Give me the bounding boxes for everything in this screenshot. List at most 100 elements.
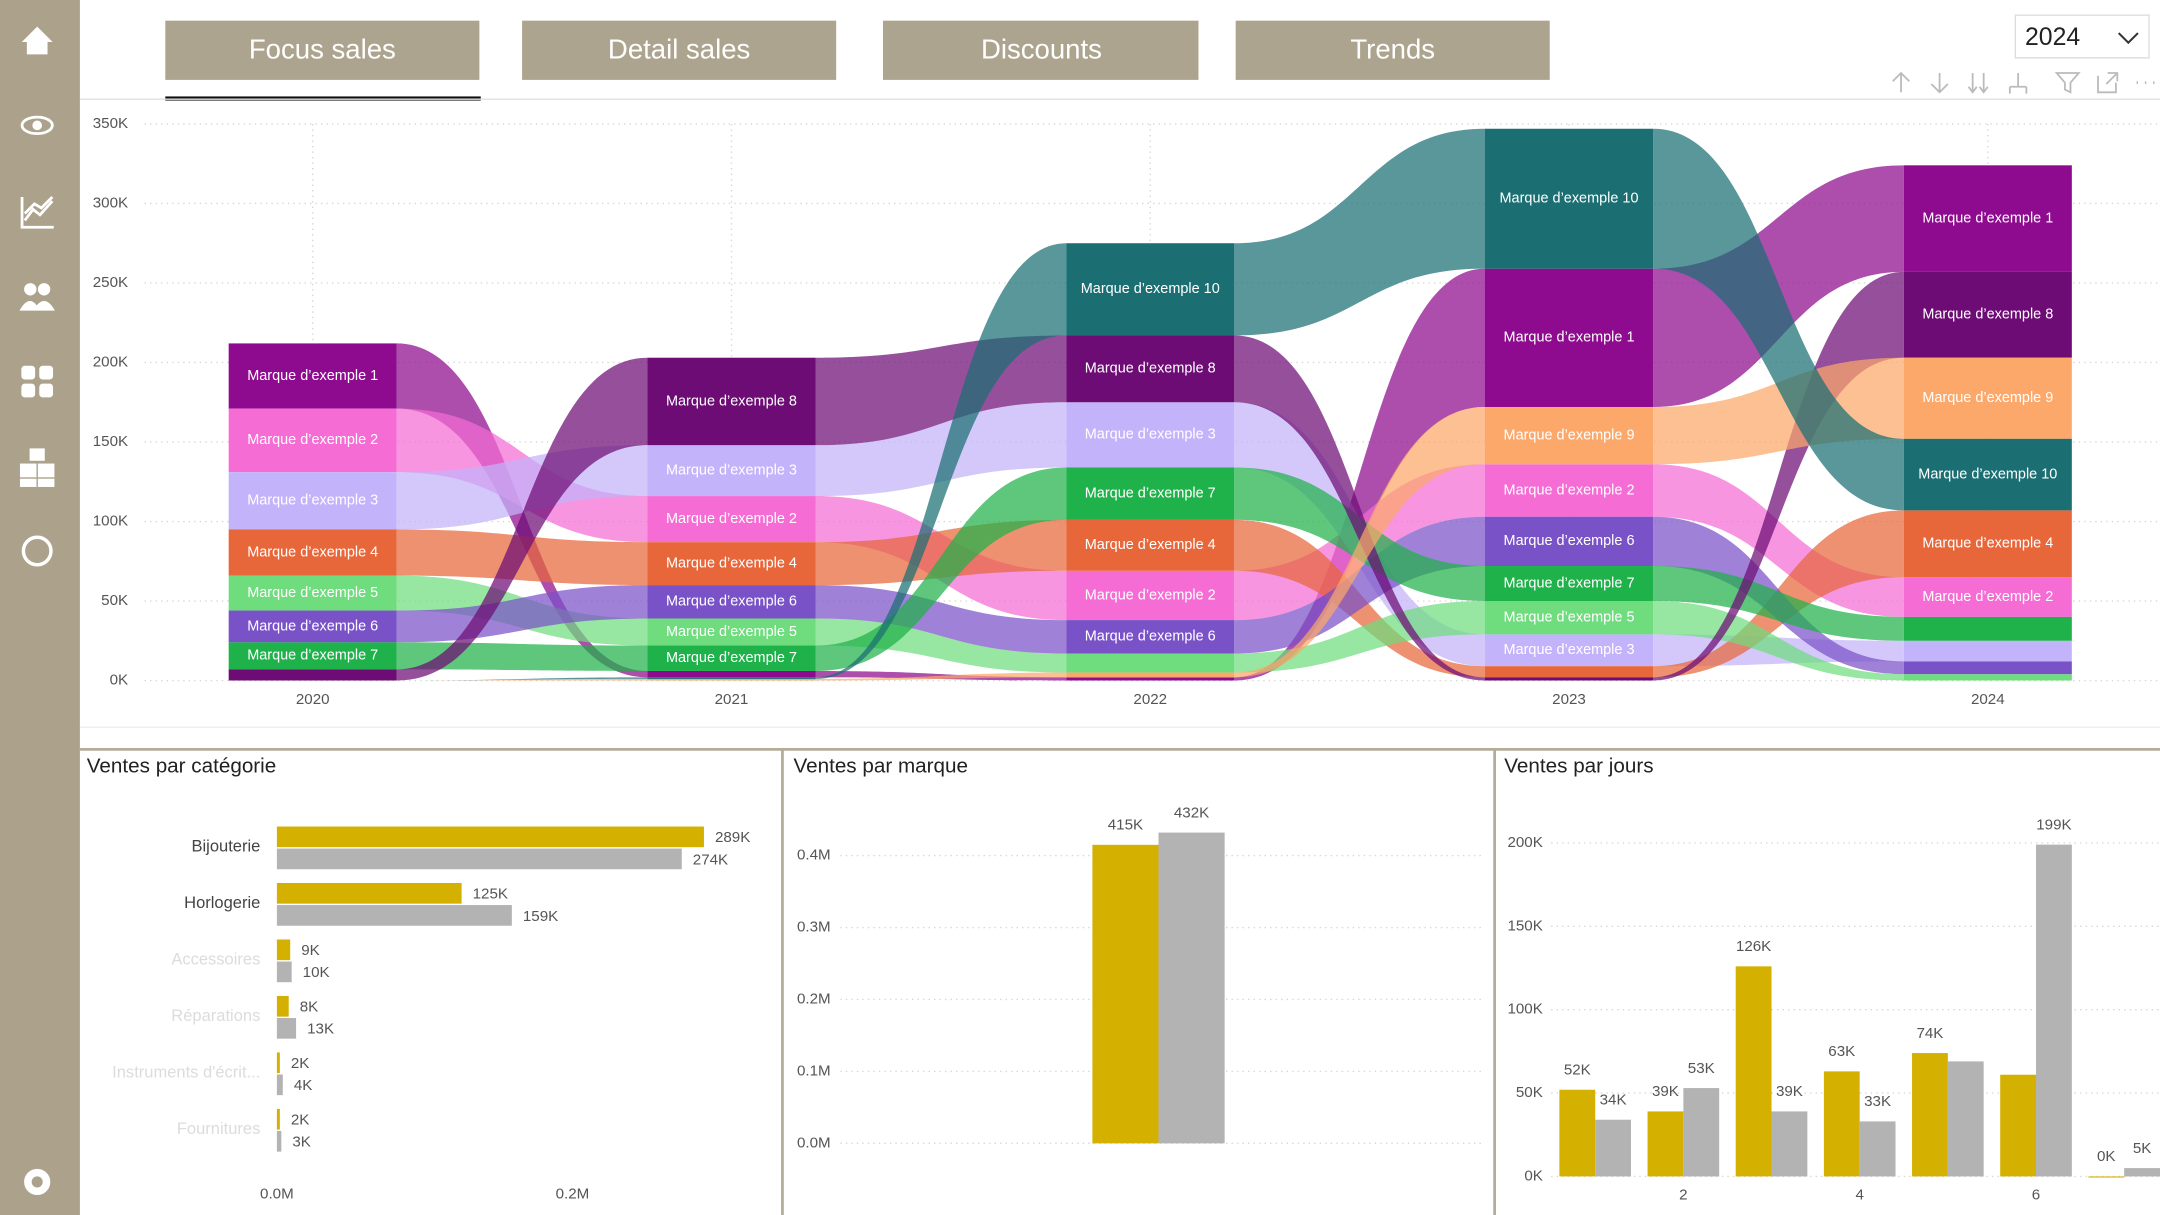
segment-label: Marque d’exemple 8 [1085, 361, 1216, 377]
tab-label[interactable]: Detail sales [608, 33, 750, 64]
bar [276, 883, 462, 904]
data-label: 10K [303, 964, 330, 981]
bar [2000, 1074, 2037, 1177]
segment-label: Marque d’exemple 2 [1504, 482, 1635, 498]
y-tick-label: 200K [93, 353, 128, 370]
ribbon-segment [1485, 128, 1654, 269]
settings-icon[interactable] [24, 1168, 51, 1196]
grid-icon[interactable] [21, 365, 54, 398]
ribbon [815, 672, 1067, 681]
people-icon[interactable] [19, 283, 55, 311]
ribbon-segment [1903, 510, 2072, 578]
data-label: 39K [1776, 1083, 1803, 1100]
segment-label: Marque d’exemple 3 [1085, 427, 1216, 443]
filter-icon[interactable] [2054, 72, 2081, 94]
ribbon-segment [228, 529, 397, 576]
ribbon-segment [647, 678, 816, 681]
y-tick-label: 50K [1516, 1084, 1543, 1101]
ribbon-segment [228, 669, 397, 681]
tab-label[interactable]: Discounts [981, 33, 1102, 64]
bar [1158, 832, 1225, 1144]
dropdown-box[interactable] [2014, 14, 2150, 59]
ribbon [815, 519, 1067, 586]
y-tick-label: 350K [93, 115, 128, 132]
ribbon [396, 677, 648, 681]
segment-label: Marque d’exemple 10 [1081, 281, 1220, 297]
segment-label: Marque d’exemple 8 [1922, 307, 2053, 323]
segment-label: Marque d’exemple 5 [666, 624, 797, 640]
segment-label: Marque d’exemple 10 [1500, 191, 1639, 207]
y-tick-label: 250K [93, 274, 128, 291]
focus-mode[interactable] [2097, 72, 2119, 94]
segment-label: Marque d’exemple 4 [1922, 536, 2053, 552]
ribbon-segment [228, 642, 397, 670]
sidebar-icons [19, 26, 55, 1196]
ribbon [1234, 516, 1485, 654]
tab[interactable] [1235, 20, 1550, 80]
bar [276, 848, 682, 870]
y-tick-label: Réparations [171, 1006, 260, 1025]
drill-up[interactable] [1892, 71, 1910, 93]
ribbon-segment [1066, 620, 1235, 654]
ribbon-segment [1066, 672, 1235, 678]
tab[interactable] [165, 20, 480, 80]
sidebar [0, 0, 80, 1215]
year-dropdown[interactable]: 2024 [2014, 14, 2150, 59]
bar [1859, 1121, 1896, 1177]
ribbon-segment [1066, 519, 1235, 571]
ribbon [1234, 335, 1485, 681]
tab[interactable] [883, 20, 1199, 80]
bar [276, 1108, 280, 1130]
dropdown-value[interactable]: 2024 [2025, 24, 2080, 51]
ribbon-segment [228, 343, 397, 409]
tab-label[interactable]: Trends [1350, 33, 1435, 64]
visual-toolbar [1892, 71, 2155, 94]
next-level[interactable] [1967, 73, 1989, 94]
bar [276, 995, 289, 1017]
tab[interactable] [522, 20, 837, 80]
y-tick-label: 100K [93, 513, 128, 530]
bar [1823, 1071, 1860, 1177]
segment-label: Marque d’exemple 5 [1504, 610, 1635, 626]
bar [276, 1052, 280, 1074]
ribbon-segment [1485, 268, 1654, 408]
bar [1735, 966, 1772, 1177]
ribbon-segment [1066, 335, 1235, 403]
ribbon-segment [647, 445, 816, 497]
ribbon-segment [1485, 677, 1654, 681]
tab-label[interactable]: Focus sales [249, 33, 396, 64]
bar [1595, 1119, 1632, 1177]
segment-label: Marque d’exemple 3 [666, 462, 797, 478]
segment-label: Marque d’exemple 1 [247, 368, 378, 384]
segment-label: Marque d’exemple 2 [247, 432, 378, 448]
expand[interactable] [2008, 73, 2028, 94]
segment-label: Marque d’exemple 8 [666, 393, 797, 409]
data-label: 199K [2036, 816, 2071, 833]
segment-label: Marque d’exemple 7 [666, 650, 797, 666]
data-label: 289K [715, 829, 750, 846]
ribbon [396, 357, 648, 681]
data-label: 2K [291, 1112, 310, 1129]
segment-label: Marque d’exemple 9 [1922, 390, 2053, 406]
boxes-icon[interactable] [19, 448, 55, 487]
home-icon[interactable] [21, 26, 53, 55]
bar [276, 1130, 282, 1152]
ribbon [815, 467, 1067, 671]
panel-title: Ventes par marque [793, 755, 968, 778]
ribbon-segment [228, 575, 397, 611]
drill-down[interactable] [1930, 73, 1949, 94]
globe-icon[interactable] [21, 535, 53, 567]
data-label: 126K [1736, 938, 1771, 955]
dropdown-arrow[interactable] [2117, 32, 2139, 45]
ribbons [396, 128, 1904, 681]
y-tick-label: 0K [1524, 1167, 1543, 1184]
segment-label: Marque d’exemple 6 [1504, 533, 1635, 549]
view-icon[interactable] [20, 115, 54, 135]
panel-title: Ventes par jours [1504, 755, 1653, 778]
data-label: 432K [1174, 804, 1209, 821]
ribbon [1653, 128, 1904, 511]
chart-icon[interactable] [20, 196, 54, 229]
data-label: 33K [1864, 1093, 1891, 1110]
ribbon [1234, 268, 1485, 681]
